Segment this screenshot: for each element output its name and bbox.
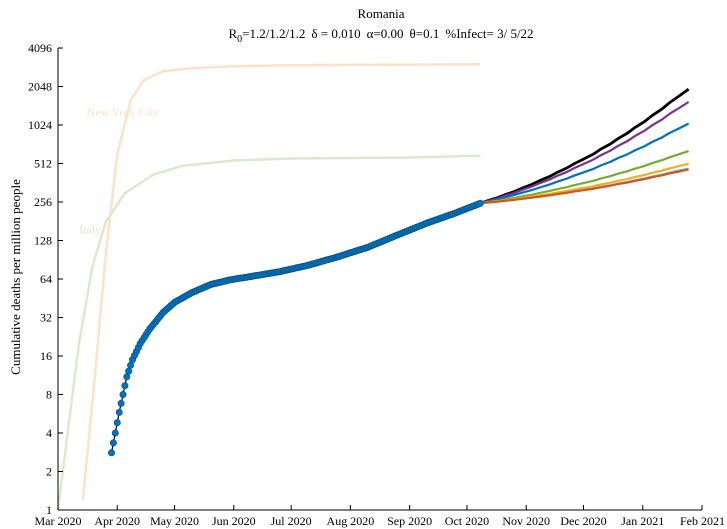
x-tick-label-8: Nov 2020	[502, 514, 550, 528]
y-tick-label-7: 128	[34, 234, 52, 248]
y-tick-label-3: 8	[46, 388, 52, 402]
r0-symbol: R	[228, 26, 237, 41]
axes-layer: 1 2 4 8 16 32 64 128 256 512 1024 2048 4096 Mar 2020 A…	[28, 41, 725, 528]
y-tick-label-2: 4	[46, 426, 52, 440]
projection-line-2	[480, 122, 690, 205]
x-tick-label-6: Sep 2020	[387, 514, 432, 528]
observed-series-layer	[108, 199, 484, 457]
reference-line-1	[56, 154, 481, 511]
y-tick-label-11: 2048	[28, 80, 52, 94]
chart-title: Romania	[358, 6, 405, 21]
r0-values: =1.2/1.2/1.2	[242, 26, 305, 41]
x-tick-label-4: Jul 2020	[271, 514, 312, 528]
infect-parameter: %Infect= 3/ 5/22	[445, 26, 533, 41]
projection-line-0	[479, 88, 690, 205]
observed-point-2	[111, 429, 119, 437]
projection-series-layer	[479, 88, 690, 205]
observed-point-9	[125, 367, 133, 375]
observed-point-3	[113, 419, 121, 427]
observed-point-4	[115, 408, 123, 416]
delta-parameter: δ = 0.010	[311, 26, 360, 41]
reference-label-0: New York City	[87, 105, 159, 119]
y-tick-label-10: 1024	[28, 118, 52, 132]
y-tick-label-5: 32	[40, 311, 52, 325]
y-tick-label-6: 64	[40, 272, 52, 286]
x-tick-label-9: Dec 2020	[560, 514, 606, 528]
x-tick-label-5: Aug 2020	[327, 514, 375, 528]
observed-point-1	[109, 439, 117, 447]
x-tick-label-3: Jun 2020	[212, 514, 256, 528]
y-tick-label-12: 4096	[28, 41, 52, 55]
observed-line	[110, 202, 481, 453]
observed-point-7	[121, 382, 129, 390]
reference-series-layer: New York City Italy	[56, 62, 481, 511]
y-tick-label-0: 1	[46, 503, 52, 517]
y-tick-label-8: 256	[34, 195, 52, 209]
x-tick-label-11: Feb 2021	[680, 514, 725, 528]
x-tick-label-2: May 2020	[150, 514, 199, 528]
alpha-parameter: α=0.00	[367, 26, 404, 41]
theta-parameter: θ=0.1	[410, 26, 440, 41]
x-tick-label-10: Jan 2021	[621, 514, 664, 528]
r0-subscript: 0	[237, 34, 242, 45]
projection-line-6	[480, 168, 689, 205]
observed-point-6	[119, 390, 127, 398]
reference-label-1: Italy	[79, 223, 101, 237]
y-tick-label-9: 512	[34, 157, 52, 171]
projection-line-3	[480, 150, 689, 205]
y-tick-label-4: 16	[40, 349, 52, 363]
x-tick-label-1: Apr 2020	[94, 514, 140, 528]
reference-line-0	[81, 62, 481, 501]
observed-point-193	[476, 199, 484, 207]
observed-point-0	[108, 449, 116, 457]
projection-line-1	[479, 101, 690, 205]
y-axis-label: Cumulative deaths per million people	[8, 179, 23, 375]
observed-point-5	[117, 399, 125, 407]
chart-subtitle: R0=1.2/1.2/1.2 δ = 0.010 α=0.00 θ=0.1 %Infec…	[228, 26, 533, 45]
x-tick-label-0: Mar 2020	[35, 514, 82, 528]
y-tick-label-1: 2	[46, 465, 52, 479]
x-tick-label-7: Oct 2020	[445, 514, 489, 528]
